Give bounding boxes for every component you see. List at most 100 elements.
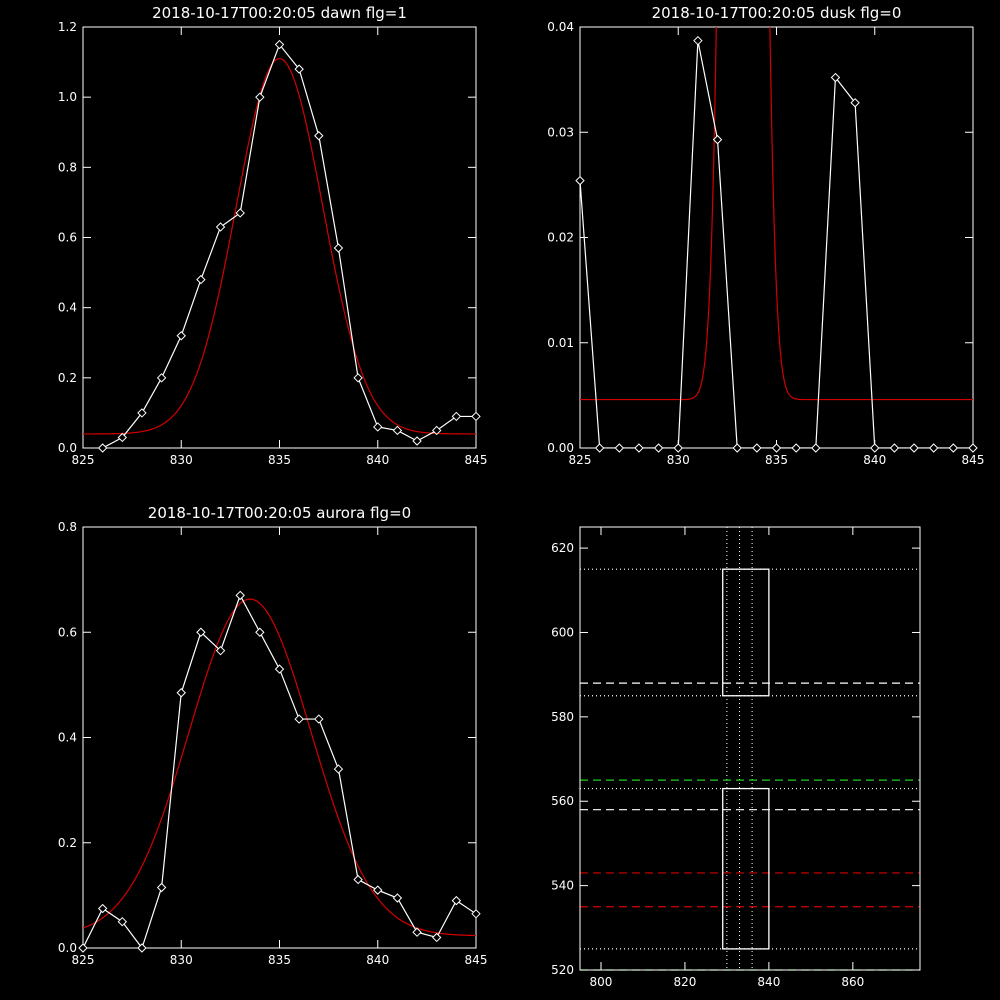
data-line	[102, 43, 476, 448]
y-tick-label: 600	[551, 625, 574, 639]
data-point	[614, 443, 625, 453]
y-tick-label: 1.0	[58, 90, 77, 104]
data-point	[392, 893, 403, 903]
x-tick-label: 800	[590, 975, 613, 989]
data-point	[97, 903, 108, 914]
data-point	[791, 443, 801, 453]
data-point	[196, 627, 206, 637]
y-tick-label: 0.0	[58, 941, 77, 955]
data-point	[294, 714, 304, 724]
chart-title: 2018-10-17T00:20:05 dusk flg=0	[652, 4, 902, 22]
data-point	[471, 909, 481, 919]
y-tick-label: 520	[551, 963, 574, 977]
data-point	[255, 92, 265, 102]
data-point	[471, 411, 481, 422]
data-point	[928, 443, 939, 453]
data-point	[693, 35, 703, 46]
chart-3: 800 820 840 860 520 540 560 580 600 620	[551, 526, 921, 989]
x-tick-label: 835	[268, 953, 291, 967]
overlay-lines	[580, 527, 920, 971]
x-tick-label: 825	[72, 453, 95, 467]
y-tick-label: 0.2	[58, 836, 77, 850]
data-point	[575, 175, 585, 186]
plot-area	[580, 27, 973, 448]
x-tick-label: 820	[673, 975, 696, 989]
data-point	[235, 590, 245, 601]
data-point	[909, 443, 919, 453]
chart-2: 2018-10-17T00:20:05 aurora flg=0 825 830 83…	[58, 504, 488, 967]
x-tick-label: 845	[962, 453, 985, 467]
data-point	[235, 208, 245, 218]
x-tick-label: 825	[569, 453, 592, 467]
plot-frame	[579, 526, 921, 971]
x-tick-label: 845	[465, 453, 488, 467]
data-point	[196, 274, 206, 285]
data-point	[634, 443, 644, 453]
data-point	[274, 664, 285, 674]
chart-title: 2018-10-17T00:20:05 aurora flg=0	[148, 504, 411, 522]
data-point	[889, 443, 900, 453]
plot-frame	[579, 26, 974, 449]
data-point	[412, 927, 422, 937]
plot-area	[83, 43, 476, 448]
data-point	[673, 443, 683, 453]
plot-frame	[579, 526, 921, 971]
data-point	[353, 874, 363, 885]
selection-box	[722, 568, 770, 697]
y-tick-label: 0.2	[58, 371, 77, 385]
fit-curve	[83, 57, 476, 435]
y-tick-label: 0.6	[58, 231, 77, 245]
chart-1: 2018-10-17T00:20:05 dusk flg=0 825 830 835 8…	[547, 4, 985, 467]
data-point	[294, 64, 304, 74]
data-point	[176, 688, 186, 698]
chart-title: 2018-10-17T00:20:05 dawn flg=1	[152, 4, 407, 22]
data-point	[712, 134, 723, 145]
data-point	[97, 443, 108, 453]
data-point	[117, 432, 128, 443]
plot-frame	[82, 526, 477, 949]
y-tick-label: 560	[551, 794, 574, 808]
x-tick-label: 835	[268, 453, 291, 467]
selection-box	[722, 787, 770, 950]
x-tick-label: 835	[765, 453, 788, 467]
data-point	[870, 443, 880, 453]
plot-frame	[82, 26, 477, 449]
x-tick-label: 830	[170, 953, 193, 967]
data-point	[431, 932, 442, 943]
data-point	[948, 443, 959, 453]
data-point	[830, 72, 841, 83]
x-tick-label: 860	[841, 975, 864, 989]
data-point	[137, 943, 147, 953]
data-point	[732, 443, 742, 453]
data-point	[431, 425, 442, 436]
y-tick-label: 0.02	[547, 231, 574, 245]
fit-curve	[580, 27, 973, 401]
y-tick-label: 1.2	[58, 20, 77, 34]
data-point	[968, 443, 978, 453]
data-point	[811, 443, 821, 453]
data-point	[156, 882, 167, 893]
plot-area	[83, 593, 476, 948]
data-point	[156, 373, 167, 383]
y-tick-label: 620	[551, 541, 574, 555]
x-tick-label: 840	[366, 453, 389, 467]
data-point	[392, 425, 403, 436]
data-point	[373, 885, 383, 895]
data-line	[83, 593, 476, 948]
x-tick-label: 840	[863, 453, 886, 467]
data-point	[752, 443, 762, 453]
data-point	[653, 443, 664, 453]
y-tick-label: 580	[551, 710, 574, 724]
data-point	[333, 243, 344, 253]
data-point	[333, 764, 344, 774]
data-point	[117, 916, 128, 927]
data-point	[274, 39, 285, 50]
y-tick-label: 0.04	[547, 20, 574, 34]
y-tick-label: 0.8	[58, 520, 77, 534]
data-point	[215, 222, 226, 232]
data-point	[451, 895, 462, 906]
y-tick-label: 0.4	[58, 731, 77, 745]
data-point	[215, 645, 226, 656]
data-point	[137, 408, 147, 418]
